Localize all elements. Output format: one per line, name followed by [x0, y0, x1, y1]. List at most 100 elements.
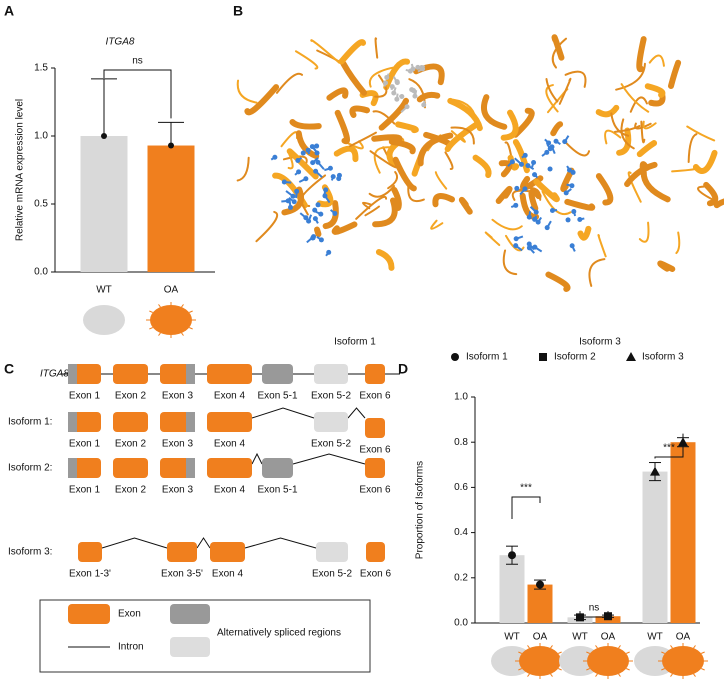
exon-label: Exon 5-2: [312, 569, 352, 580]
ribbon: [551, 34, 565, 61]
ligand-bond: [521, 154, 526, 159]
y-tick-label: 1.0: [34, 131, 48, 142]
ribbon: [313, 226, 322, 238]
data-point: [626, 352, 636, 361]
ribbon: [703, 181, 719, 207]
ribbon: [686, 125, 716, 142]
exon-label: Exon 2: [115, 439, 147, 450]
ribbon: [560, 167, 575, 193]
ligand-bond: [416, 66, 419, 69]
bar: [527, 584, 553, 623]
ligand-bond: [312, 209, 316, 212]
structure-caption: Isoform 1: [334, 337, 376, 348]
legend-swatch: [170, 604, 210, 624]
cell-spike: [181, 332, 184, 336]
ribbon: [671, 167, 698, 173]
splice-junction: [101, 537, 168, 549]
ribbon: [236, 79, 258, 104]
ribbon: [444, 121, 480, 153]
ligand-bond: [541, 151, 548, 157]
bar: [147, 145, 195, 272]
ligand-bond: [533, 173, 539, 179]
ribbon: [545, 84, 559, 113]
exon-label: Exon 2: [115, 485, 147, 496]
exon: [366, 542, 385, 562]
exon-label: Exon 3: [162, 485, 194, 496]
ribbon: [450, 126, 475, 145]
ribbon: [472, 154, 492, 179]
legend-label: Exon: [118, 609, 141, 620]
ribbon: [331, 221, 358, 235]
ligand-bond: [316, 235, 322, 241]
splice-junction: [292, 453, 366, 465]
ribbon: [289, 118, 322, 130]
ribbon: [395, 121, 419, 134]
cell-spike: [181, 304, 184, 308]
exon-label: Exon 3-5': [161, 569, 203, 580]
exon: [207, 412, 252, 432]
exon-label: Exon 1: [69, 485, 101, 496]
y-tick-label: 0.6: [454, 482, 468, 493]
ligand-bond: [297, 157, 303, 162]
ribbon: [255, 210, 279, 243]
alt-region: [186, 364, 195, 384]
exon-label: Exon 5-2: [311, 391, 351, 402]
y-tick-label: 0.8: [454, 437, 468, 448]
cell-spike: [158, 304, 161, 308]
ligand-bond: [537, 216, 543, 223]
cell-icon: [587, 646, 629, 676]
ligand-bond: [565, 188, 572, 194]
cell-spike: [618, 645, 621, 649]
significance-label: ***: [663, 443, 675, 454]
ribbon: [595, 173, 614, 206]
ribbon: [275, 72, 304, 94]
ligand-bond: [563, 135, 570, 143]
ribbon: [391, 187, 402, 212]
exon-label: Exon 6: [359, 445, 391, 456]
ribbon: [371, 134, 403, 142]
ribbon: [597, 234, 607, 258]
ribbon: [642, 120, 657, 130]
cell-icon: [83, 305, 125, 335]
cell-spike: [518, 651, 523, 654]
ribbon: [338, 39, 367, 65]
exon: [113, 412, 148, 432]
ligand-bond: [544, 138, 550, 144]
exon-label: Exon 3: [162, 391, 194, 402]
ribbon: [374, 74, 388, 98]
row-name: Isoform 1:: [8, 417, 52, 428]
exon-label: Exon 2: [115, 391, 147, 402]
legend-box: [39, 599, 371, 673]
ligand-bond: [528, 247, 535, 254]
ribbon: [340, 60, 368, 96]
ribbon: [504, 234, 525, 252]
splice-junction: [347, 407, 366, 419]
ribbon: [610, 112, 630, 137]
ribbon: [355, 195, 388, 220]
exon-label: Exon 5-1: [257, 485, 297, 496]
ribbon: [640, 169, 671, 203]
exon-label: Exon 5-2: [311, 439, 351, 450]
cell-icon: [150, 305, 192, 335]
panel-label: B: [233, 3, 243, 19]
ribbon: [616, 127, 632, 156]
exon-label: Exon 6: [359, 391, 391, 402]
ligand-bond: [325, 251, 330, 257]
cell-spike: [693, 645, 696, 649]
ligand-bond: [288, 197, 295, 203]
x-tick-label: OA: [601, 632, 616, 643]
cell-spike: [595, 645, 598, 649]
ligand-bond: [398, 94, 403, 98]
y-tick-label: 0.2: [454, 572, 468, 583]
significance-label: ns: [132, 56, 143, 67]
ligand-bond: [395, 93, 399, 100]
ribbon: [281, 186, 305, 216]
row-name: Isoform 3:: [8, 547, 52, 558]
cell-spike: [518, 668, 523, 671]
ribbon: [648, 54, 665, 67]
exon: [365, 364, 385, 384]
ligand-bond: [555, 140, 561, 145]
cell-spike: [527, 645, 530, 649]
x-tick-label: WT: [504, 632, 520, 643]
significance-bracket: [103, 69, 172, 119]
